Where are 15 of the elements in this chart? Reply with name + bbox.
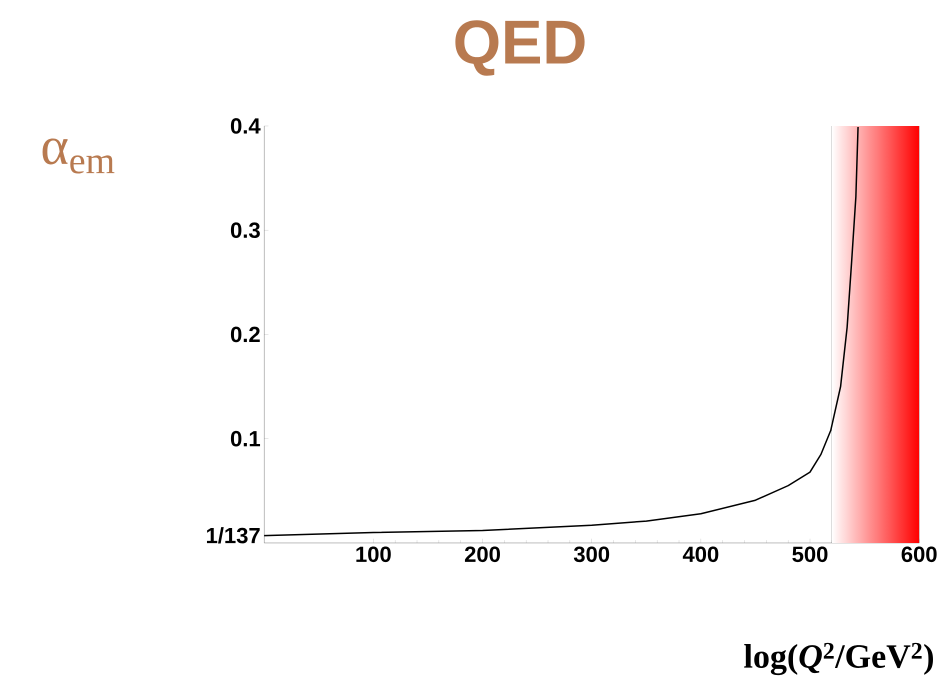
y-tick-label: 0.4 xyxy=(230,118,261,134)
y-tick-label: 0.3 xyxy=(230,222,260,238)
x-tick-label: 200 xyxy=(464,546,500,562)
y-axis-title: α$_{em}$ xyxy=(42,138,114,174)
x-tick-label: 400 xyxy=(682,546,718,562)
y-tick-label: 0.1 xyxy=(230,430,260,447)
x-tick-label: 500 xyxy=(792,546,828,562)
x-axis-title: log(Q$^{2}$/GeV$^{2}$) xyxy=(744,642,933,676)
line-series xyxy=(263,126,859,536)
chart-title: QED xyxy=(455,20,585,76)
x-tick-label: 300 xyxy=(574,546,610,562)
x-tick-label: 600 xyxy=(902,546,937,562)
y-tick-label: 0.2 xyxy=(230,326,260,342)
y-tick-label: 1/137 xyxy=(206,527,260,544)
x-tick-label: 100 xyxy=(356,546,391,562)
